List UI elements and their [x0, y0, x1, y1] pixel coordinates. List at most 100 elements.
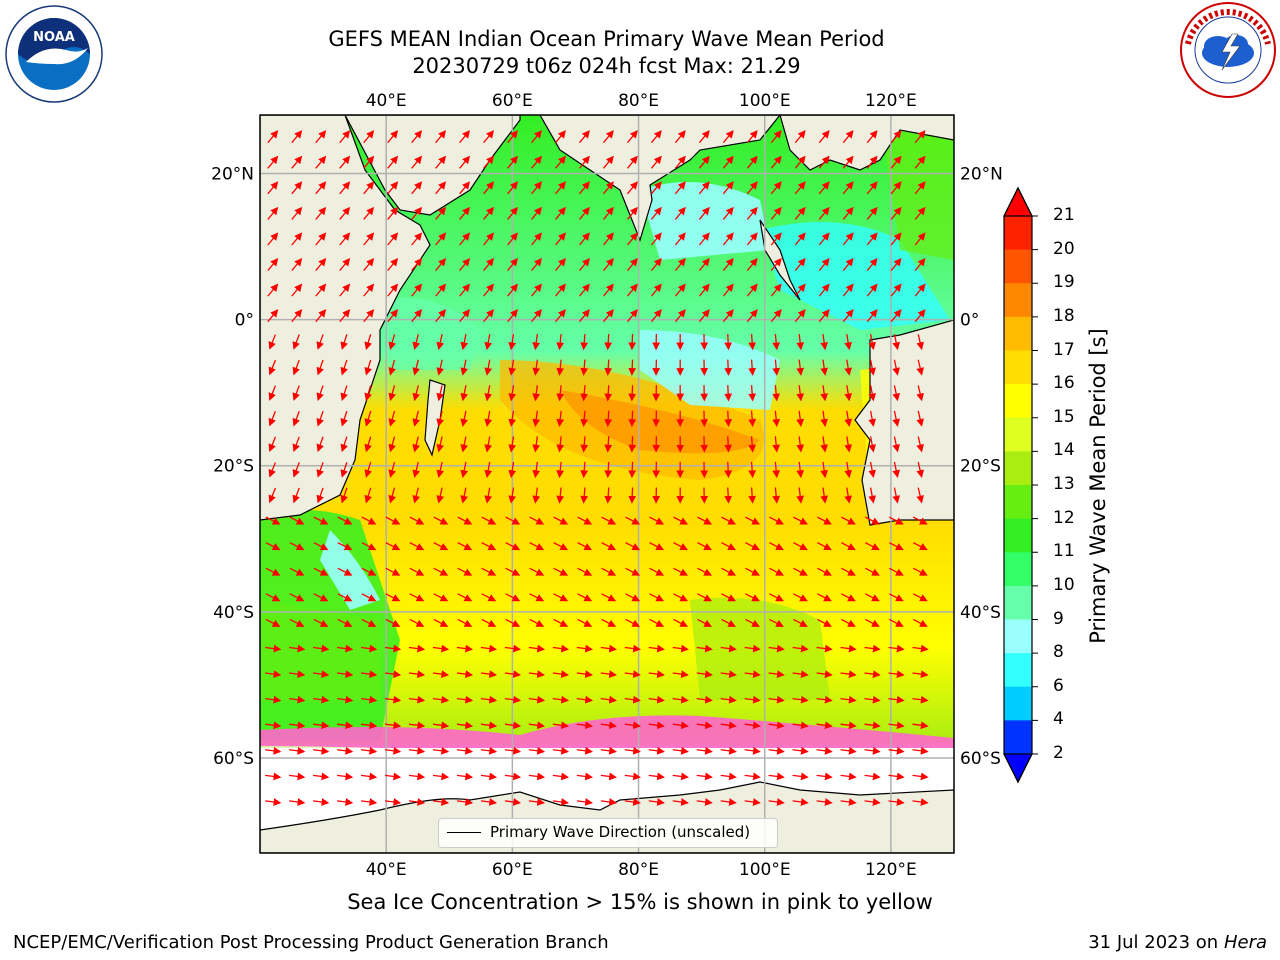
- colorbar-tick-label: 20: [1053, 238, 1075, 259]
- wave-vector: [384, 746, 402, 755]
- wave-vector: [388, 334, 396, 350]
- wave-vector: [724, 461, 733, 479]
- wave-vector: [649, 567, 665, 576]
- wave-vector: [698, 155, 710, 169]
- wave-vector: [313, 593, 329, 602]
- wave-vector: [601, 618, 617, 627]
- wave-vector: [291, 258, 303, 271]
- wave-vector: [529, 593, 545, 602]
- wave-vector: [364, 410, 372, 427]
- lat-tick-label-left: 0°: [235, 311, 254, 331]
- wave-vector: [912, 644, 929, 653]
- wave-vector: [552, 798, 570, 806]
- wave-vector: [411, 283, 423, 297]
- wave-vector: [576, 721, 594, 730]
- wave-vector: [648, 644, 665, 653]
- wave-vector: [505, 516, 521, 525]
- wave-vector: [580, 359, 589, 376]
- wave-vector: [672, 721, 689, 730]
- wave-vector: [528, 644, 546, 653]
- wave-vector: [648, 772, 665, 781]
- wave-vector: [604, 333, 613, 351]
- wave-vector: [600, 670, 617, 678]
- wave-vector: [484, 461, 493, 479]
- wave-vector: [576, 772, 594, 781]
- wave-vector: [722, 181, 734, 195]
- wave-vector: [435, 283, 447, 297]
- wave-vector: [888, 721, 905, 730]
- wave-vector: [746, 258, 758, 271]
- wave-vector: [844, 385, 853, 402]
- wave-vector: [580, 436, 589, 453]
- wave-vector: [625, 516, 641, 525]
- wave-vector: [556, 359, 565, 376]
- wave-vector: [364, 462, 372, 478]
- wave-vector: [432, 644, 450, 653]
- wave-vector: [435, 309, 447, 323]
- wave-vector: [268, 487, 277, 504]
- wave-vector: [507, 181, 518, 195]
- wave-vector: [456, 644, 474, 653]
- wave-vector: [844, 359, 853, 376]
- wave-vector: [265, 721, 282, 730]
- wave-vector: [267, 283, 279, 297]
- wave-vector: [794, 258, 806, 271]
- wave-vector: [724, 359, 733, 376]
- wave-vector: [770, 206, 782, 220]
- wave-vector: [432, 695, 450, 704]
- wave-vector: [483, 232, 494, 246]
- colorbar-segment: [1004, 417, 1032, 452]
- wave-vector: [508, 359, 517, 376]
- wave-vector: [865, 516, 880, 525]
- wave-vector: [817, 542, 832, 551]
- wave-vector: [796, 359, 805, 376]
- wave-vector: [313, 695, 330, 704]
- lat-tick-label-left: 20°S: [213, 457, 254, 477]
- wave-vector: [508, 334, 517, 351]
- wave-vector: [604, 487, 613, 504]
- wave-vector: [674, 130, 686, 144]
- wave-vector: [744, 644, 761, 653]
- wave-vector: [480, 644, 498, 653]
- wave-vector: [411, 155, 423, 169]
- wave-vector: [892, 410, 900, 427]
- wave-vector: [268, 359, 277, 376]
- period-patch: [640, 182, 770, 260]
- wave-vector: [842, 258, 854, 271]
- wave-vector: [817, 567, 832, 576]
- wave-vector: [340, 436, 348, 453]
- wave-vector: [892, 461, 900, 478]
- wave-vector: [601, 567, 617, 576]
- wave-direction-vectors: [265, 130, 929, 806]
- colorbar-segment: [1004, 249, 1032, 284]
- wave-vector: [768, 670, 785, 678]
- wave-vector: [412, 410, 421, 427]
- wave-vector: [696, 772, 713, 781]
- wave-vector: [411, 232, 423, 246]
- wave-vector: [315, 155, 327, 169]
- wave-vector: [842, 283, 854, 297]
- wave-vector: [674, 181, 686, 195]
- wave-vector: [722, 206, 734, 220]
- wave-vector: [576, 798, 594, 806]
- wave-vector: [745, 542, 760, 551]
- wave-vector: [456, 746, 474, 755]
- wave-vector: [722, 283, 734, 297]
- wave-vector: [313, 670, 330, 678]
- wave-vector: [387, 258, 399, 271]
- wave-vector: [792, 644, 809, 653]
- wave-vector: [553, 618, 569, 627]
- wave-vector: [313, 516, 329, 525]
- wave-vector: [604, 359, 613, 376]
- wave-vector: [624, 721, 641, 730]
- wave-vector: [316, 385, 324, 401]
- wave-vector: [316, 410, 324, 427]
- wave-vector: [892, 334, 900, 351]
- wave-vector: [817, 593, 832, 602]
- wave-vector: [772, 333, 781, 351]
- wave-vector: [508, 461, 517, 479]
- wave-vector: [818, 155, 830, 169]
- wave-vector: [720, 746, 737, 755]
- wave-vector: [531, 181, 542, 195]
- wave-vector: [292, 436, 300, 453]
